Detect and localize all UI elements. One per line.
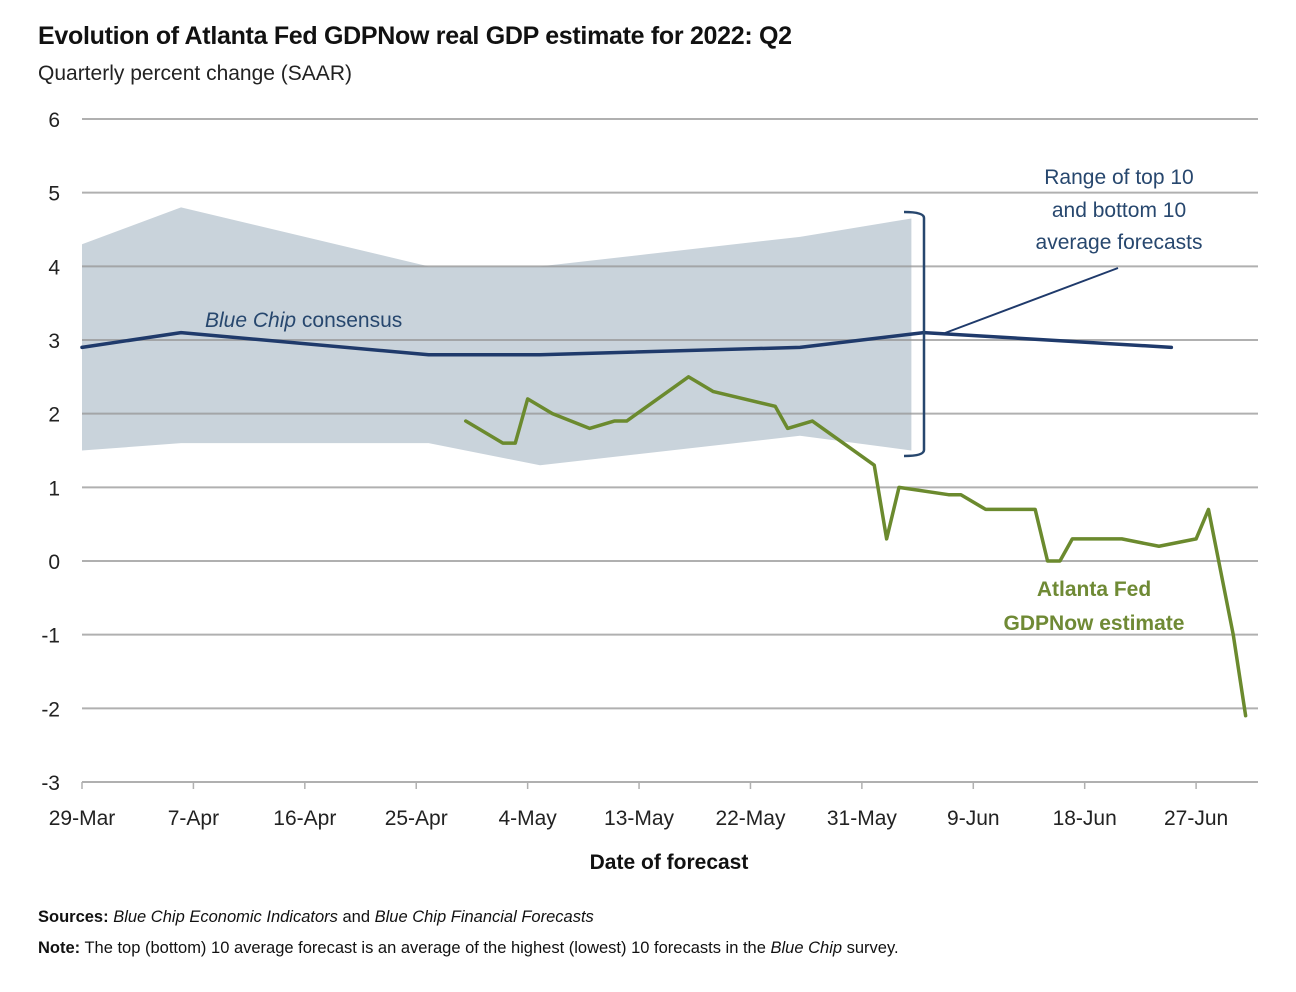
x-tick-label: 13-May: [604, 807, 675, 830]
chart-title: Evolution of Atlanta Fed GDPNow real GDP…: [38, 22, 792, 50]
atlanta-fed-gdpnow-estimate-line: [463, 375, 1248, 718]
footer-sources: Sources: Blue Chip Economic Indicators a…: [38, 908, 594, 927]
y-tick-label: 2: [48, 404, 60, 427]
y-tick-label: 6: [48, 109, 60, 132]
y-tick-label: 5: [48, 183, 60, 206]
source-2: Blue Chip Financial Forecasts: [374, 908, 594, 926]
y-tick-label: -3: [41, 772, 60, 795]
source-1: Blue Chip Economic Indicators: [113, 908, 338, 926]
sources-and: and: [337, 908, 375, 926]
range-annotation-line-2: and bottom 10: [1052, 199, 1186, 222]
chart-subtitle: Quarterly percent change (SAAR): [38, 62, 352, 85]
consensus-annotation-text: consensus: [296, 309, 402, 332]
y-axis-labels: 6 5 4 3 2 1 0 -1 -2 -3: [41, 109, 60, 795]
annotations: Blue Chip consensus Range of top 10 and …: [205, 166, 1202, 635]
note-text-2: survey.: [842, 939, 899, 957]
range-bracket: [903, 210, 926, 458]
x-tick-label: 25-Apr: [385, 807, 448, 830]
x-tick-label: 31-May: [827, 807, 898, 830]
gdpnow-annotation-line-2: GDPNow estimate: [1004, 612, 1185, 635]
x-tick-label: 4-May: [498, 807, 557, 830]
y-tick-label: -1: [41, 625, 60, 648]
y-tick-label: 0: [48, 551, 60, 574]
x-tick-label: 9-Jun: [947, 807, 1000, 830]
range-annotation-line-3: average forecasts: [1036, 231, 1203, 254]
range-annotation-line-1: Range of top 10: [1044, 166, 1193, 189]
x-axis-title: Date of forecast: [590, 851, 749, 874]
consensus-annotation: Blue Chip consensus: [205, 309, 402, 332]
consensus-annotation-italic: Blue Chip: [205, 309, 296, 332]
range-band: [82, 207, 912, 466]
y-tick-label: 3: [48, 330, 60, 353]
x-tick-label: 22-May: [715, 807, 786, 830]
range-leader-line: [944, 267, 1119, 334]
x-tick-label: 29-Mar: [49, 807, 116, 830]
y-tick-label: 1: [48, 477, 60, 500]
x-axis-labels: 29-Mar 7-Apr 16-Apr 25-Apr 4-May 13-May 22-May…: [49, 807, 1228, 830]
note-italic: Blue Chip: [770, 939, 843, 957]
x-tick-label: 18-Jun: [1053, 807, 1117, 830]
gdpnow-annotation-line-1: Atlanta Fed: [1037, 578, 1151, 601]
x-tick-label: 16-Apr: [273, 807, 336, 830]
sources-label: Sources:: [38, 908, 109, 926]
note-text-1: The top (bottom) 10 average forecast is …: [80, 939, 771, 957]
y-tick-label: 4: [48, 256, 60, 279]
x-tick-label: 27-Jun: [1164, 807, 1228, 830]
x-tick-label: 7-Apr: [168, 807, 219, 830]
y-tick-label: -2: [41, 698, 60, 721]
x-axis: [81, 781, 1258, 789]
footer-note: Note: The top (bottom) 10 average foreca…: [38, 939, 899, 958]
range-band-layer: [82, 207, 912, 466]
note-label: Note:: [38, 939, 81, 957]
